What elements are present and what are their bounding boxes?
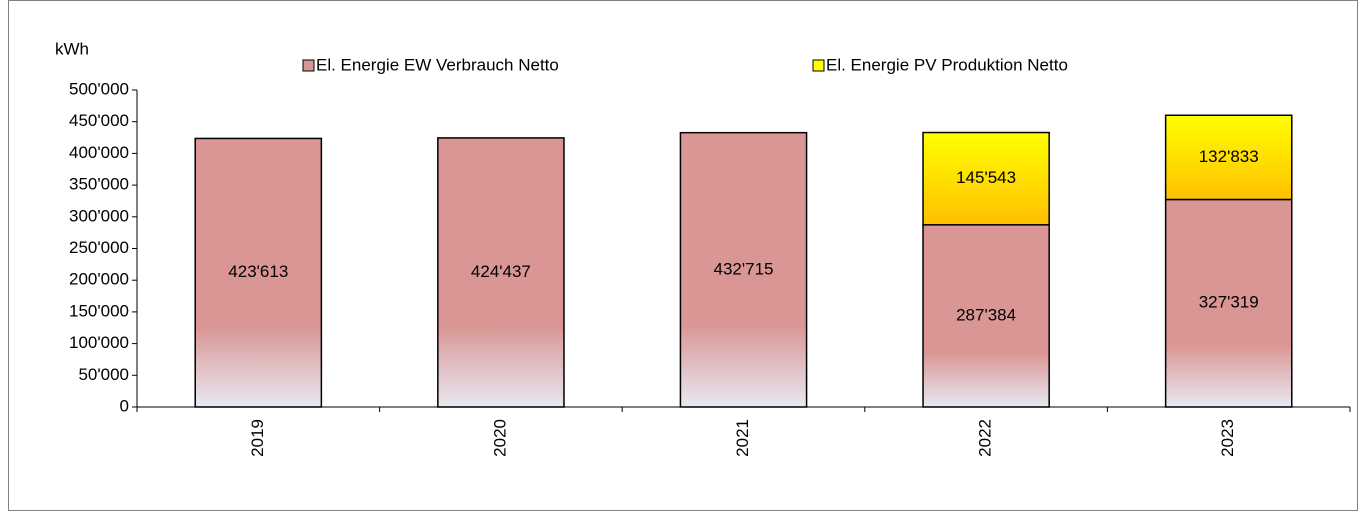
y-tick-label: 100'000	[69, 333, 129, 352]
bar-segment	[194, 137, 323, 408]
y-tick-label: 400'000	[69, 143, 129, 162]
bar-segment	[922, 224, 1050, 408]
data-label: 423'613	[228, 262, 288, 281]
bar-segment	[679, 131, 808, 408]
legend-label: El. Energie PV Produktion Netto	[826, 55, 1068, 74]
legend-swatch	[302, 59, 315, 72]
x-tick-label: 2020	[490, 419, 509, 457]
data-label: 132'833	[1199, 147, 1259, 166]
x-tick-label: 2023	[1218, 419, 1237, 457]
data-label: 432'715	[714, 259, 774, 278]
data-label: 145'543	[956, 168, 1016, 187]
x-tick-label: 2022	[976, 419, 995, 457]
data-label: 424'437	[471, 262, 531, 281]
y-tick-label: 150'000	[69, 301, 129, 320]
x-tick-label: 2021	[733, 419, 752, 457]
legend-swatch	[812, 59, 825, 72]
y-tick-label: 450'000	[69, 111, 129, 130]
y-tick-label: 50'000	[78, 365, 129, 384]
y-tick-label: 200'000	[69, 270, 129, 289]
y-tick-label: 250'000	[69, 238, 129, 257]
data-label: 327'319	[1199, 293, 1259, 312]
y-tick-label: 0	[120, 396, 129, 415]
x-tick-label: 2019	[248, 419, 267, 457]
legend-label: El. Energie EW Verbrauch Netto	[316, 55, 559, 74]
y-tick-label: 300'000	[69, 206, 129, 225]
bar-segment	[437, 137, 565, 408]
y-tick-label: 500'000	[69, 79, 129, 98]
bar-segment	[1164, 198, 1293, 408]
y-axis-label: kWh	[55, 39, 89, 58]
data-label: 287'384	[956, 305, 1016, 324]
y-tick-label: 350'000	[69, 175, 129, 194]
bar-segment	[1164, 114, 1293, 201]
bar-segment	[922, 131, 1050, 226]
